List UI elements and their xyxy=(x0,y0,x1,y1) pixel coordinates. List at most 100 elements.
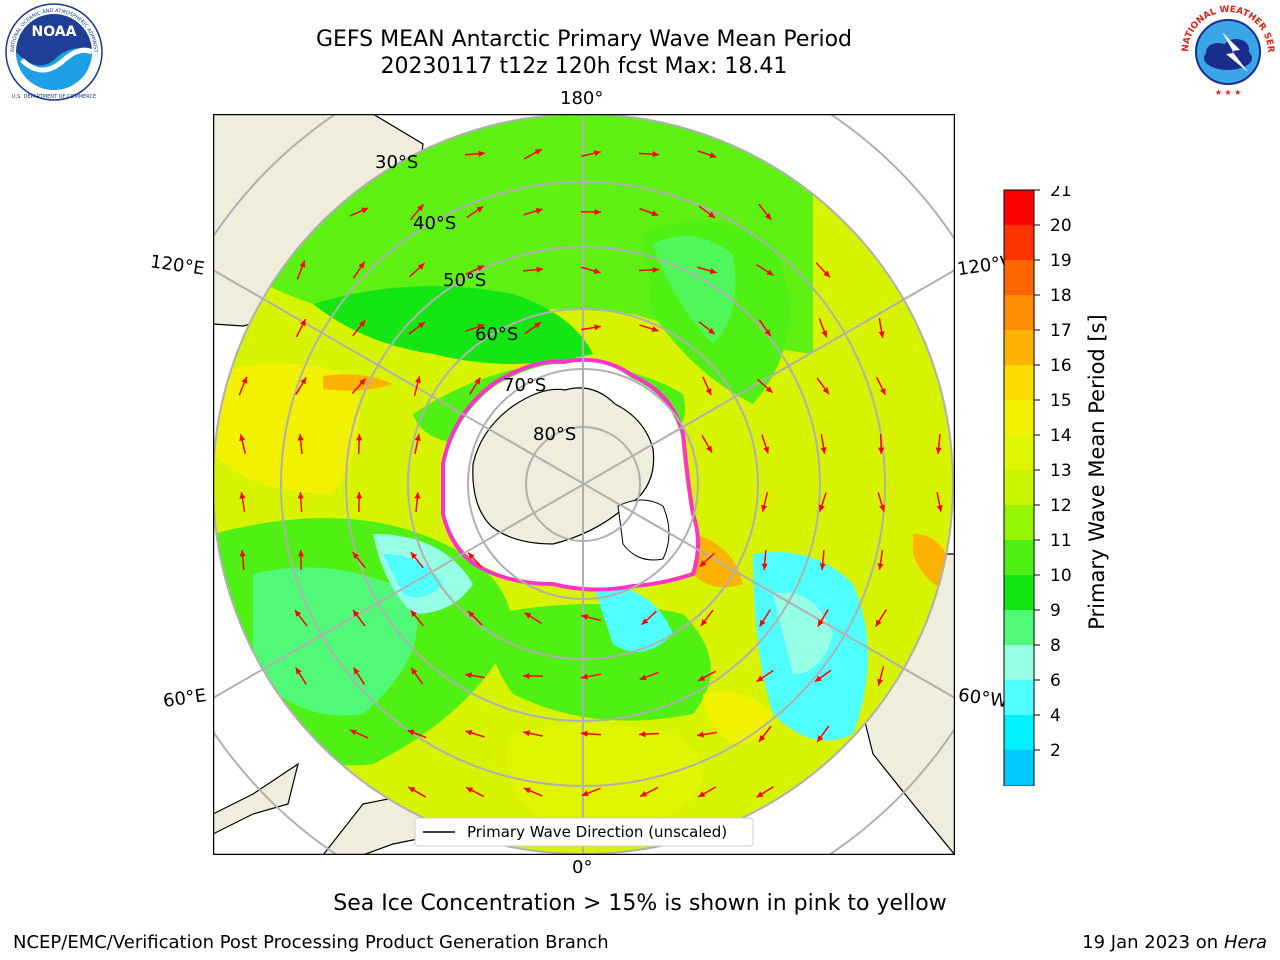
wave-arrow-head xyxy=(300,377,307,385)
colorbar-segment xyxy=(1004,575,1034,610)
wave-arrow-head xyxy=(756,675,764,682)
wave-arrow-head xyxy=(764,329,771,337)
wave-arrow-head xyxy=(407,729,415,736)
wave-arrow-head xyxy=(878,447,885,454)
lat-label-40s: 40°S xyxy=(413,213,456,234)
wave-arrow-head xyxy=(821,330,828,338)
colorbar-segment xyxy=(1004,400,1034,435)
wave-arrow-head xyxy=(465,729,473,736)
colorbar-tick-label: 21 xyxy=(1050,186,1072,201)
wave-arrow-head xyxy=(709,152,717,159)
wave-arrow-head xyxy=(536,266,543,273)
wave-arrow-head xyxy=(640,790,648,797)
wave-arrow-head xyxy=(467,610,475,618)
wave-arrow-head xyxy=(878,331,885,338)
wave-arrow-head xyxy=(352,552,360,560)
map-legend: Primary Wave Direction (unscaled) xyxy=(414,817,754,847)
colorbar-segment xyxy=(1004,540,1034,575)
colorbar-segment xyxy=(1004,680,1034,715)
wave-arrow-head xyxy=(468,552,475,560)
wave-arrow-head xyxy=(700,619,708,626)
wave-arrow-head xyxy=(418,322,426,329)
colorbar-tick-label: 14 xyxy=(1050,426,1072,446)
wave-arrow-head xyxy=(477,265,485,272)
wave-arrow-head xyxy=(581,730,588,737)
colorbar-segment xyxy=(1004,470,1034,505)
wave-arrow-head xyxy=(294,610,302,617)
wave-arrow-head xyxy=(581,790,589,797)
wave-arrow-head xyxy=(358,261,365,269)
wave-arrow-head xyxy=(875,619,882,627)
wave-arrow-head xyxy=(359,378,366,386)
colorbar-tick-label: 10 xyxy=(1050,566,1072,586)
wave-arrow-head xyxy=(410,610,418,618)
colorbar-segment xyxy=(1004,295,1034,330)
svg-text:U.S. DEPARTMENT OF COMMERCE: U.S. DEPARTMENT OF COMMERCE xyxy=(12,94,96,100)
wave-arrow-head xyxy=(414,376,421,384)
colorbar-segment xyxy=(1004,435,1034,470)
antarctica xyxy=(441,357,700,592)
svg-text:NOAA: NOAA xyxy=(32,24,77,40)
wave-arrow-head xyxy=(763,446,770,454)
colorbar-tick-label: 4 xyxy=(1050,706,1061,726)
lat-label-60s: 60°S xyxy=(475,324,518,345)
machine-name: Hera xyxy=(1223,932,1267,953)
wave-arrow-head xyxy=(356,434,363,441)
wave-arrow-head xyxy=(411,667,418,675)
date-value: 19 Jan 2023 on xyxy=(1082,932,1224,953)
wave-arrow-head xyxy=(466,787,474,794)
wave-arrow-head xyxy=(349,729,357,736)
colorbar-segment xyxy=(1004,260,1034,295)
nws-logo: NATIONAL WEATHER SERVICE ★ ★ ★ xyxy=(1178,2,1276,100)
wave-arrow-head xyxy=(594,324,601,331)
wave-arrow-head xyxy=(299,319,306,327)
map-title: GEFS MEAN Antarctic Primary Wave Mean Pe… xyxy=(315,27,853,52)
wave-arrow-head xyxy=(239,550,246,557)
lon-label-180: 180° xyxy=(560,88,604,109)
wave-arrow-head xyxy=(761,504,768,512)
colorbar-segment xyxy=(1004,785,1034,786)
lat-label-80s: 80°S xyxy=(533,424,576,445)
wave-arrow-head xyxy=(297,550,304,557)
wave-arrow-head xyxy=(465,672,472,679)
wave-arrow-head xyxy=(697,731,704,738)
polar-map: 30°S 40°S 50°S 60°S 70°S 80°S Primary Wa… xyxy=(212,113,956,856)
colorbar: 21 20 19 18 17 16 15 14 13 12 11 10 9 8 6 4 2 xyxy=(1003,186,1072,786)
wave-arrow-head xyxy=(639,674,647,681)
colorbar-segment xyxy=(1004,750,1034,785)
wave-arrow-head xyxy=(765,386,773,393)
lon-label-60e: 60°E xyxy=(161,685,208,712)
wave-arrow-head xyxy=(534,149,542,155)
wave-arrow-head xyxy=(759,619,766,627)
wave-arrow-head xyxy=(417,204,424,212)
lat-label-50s: 50°S xyxy=(443,270,486,291)
wave-arrow-head xyxy=(879,387,886,395)
wave-arrow-head xyxy=(823,270,830,278)
colorbar-tick-label: 2 xyxy=(1050,741,1061,761)
wave-arrow-head xyxy=(879,504,885,512)
wave-arrow-head xyxy=(297,434,304,441)
wave-arrow-head xyxy=(651,326,659,332)
wave-arrow-head xyxy=(705,388,712,396)
wave-arrow-head xyxy=(297,492,304,499)
wave-arrow-head xyxy=(593,150,601,157)
wave-arrow-head xyxy=(935,447,942,454)
date-text: 19 Jan 2023 on Hera xyxy=(1082,932,1267,953)
wave-arrow-head xyxy=(477,323,485,330)
wave-arrow-head xyxy=(352,610,360,617)
colorbar-tick-label: 11 xyxy=(1050,531,1072,551)
wave-arrow-head xyxy=(639,731,646,738)
map-subtitle: 20230117 t12z 120h fcst Max: 18.41 xyxy=(380,54,788,79)
wave-arrow-head xyxy=(706,445,712,453)
wave-arrow-head xyxy=(818,504,825,512)
wave-arrow-head xyxy=(299,260,306,268)
latitude-labels: 30°S 40°S 50°S 60°S 70°S 80°S xyxy=(375,152,576,445)
legend-label: Primary Wave Direction (unscaled) xyxy=(467,823,727,841)
colorbar-tick-label: 6 xyxy=(1050,671,1061,691)
colorbar-segment xyxy=(1004,645,1034,680)
wave-arrow-head xyxy=(707,327,715,335)
wave-arrow-head xyxy=(761,563,768,570)
wave-arrow-head xyxy=(593,268,601,274)
wave-arrow-head xyxy=(241,376,248,384)
wave-arrow-head xyxy=(358,320,366,328)
